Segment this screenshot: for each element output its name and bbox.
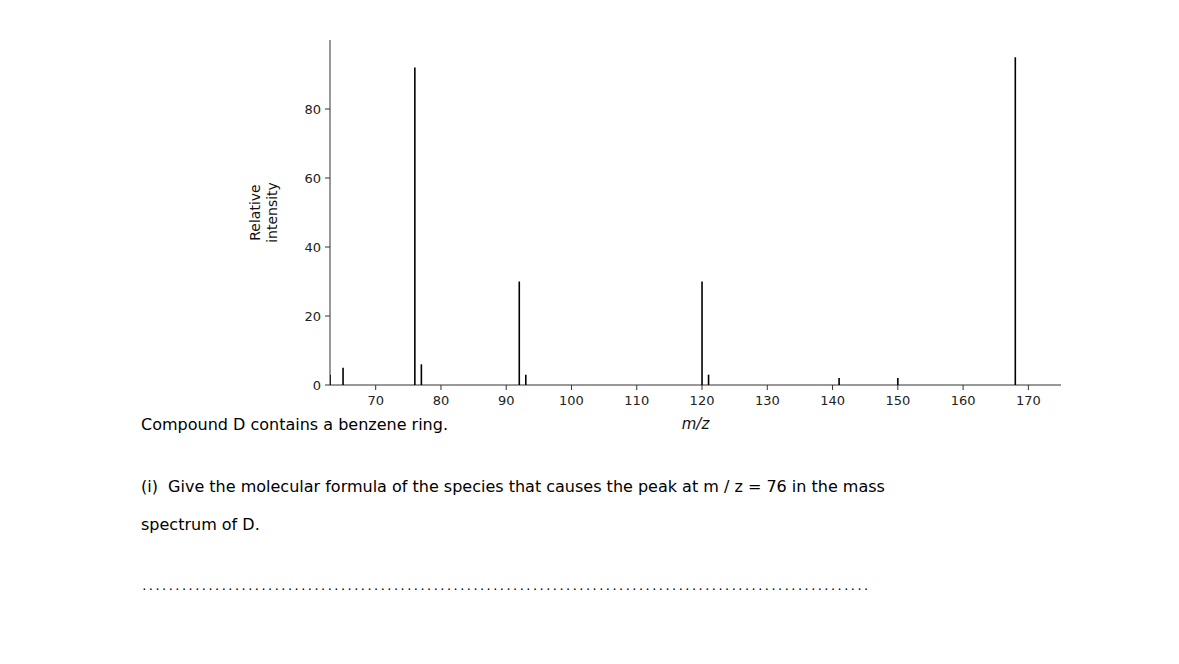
y-tick [325, 178, 330, 179]
peaks [330, 57, 1015, 385]
y-tick-label: 0 [313, 378, 321, 393]
y-tick [325, 247, 330, 248]
peak [421, 364, 423, 385]
x-tick-label: 150 [885, 393, 910, 408]
y-tick-label: 80 [304, 102, 321, 117]
x-tick-label: 80 [433, 393, 450, 408]
peak [525, 375, 527, 385]
y-axis-line [330, 40, 331, 385]
x-tick [767, 385, 768, 390]
y-tick-label: 20 [304, 309, 321, 324]
peak [838, 378, 840, 385]
x-axis-label: m/z [682, 415, 711, 433]
y-tick [325, 316, 330, 317]
x-tick-label: 90 [498, 393, 515, 408]
annotation: spectrum of D. [141, 515, 260, 534]
peak [414, 68, 416, 385]
peak [708, 375, 710, 385]
x-tick-label: 170 [1016, 393, 1041, 408]
y-tick-label: 60 [304, 171, 321, 186]
page: {"chart_data": {"type": "stem", "x": [63… [0, 0, 1179, 664]
x-tick [832, 385, 833, 390]
x-tick-label: 100 [559, 393, 584, 408]
x-tick-label: 120 [690, 393, 715, 408]
y-axis-label: Relativeintensity [247, 182, 280, 243]
peak [342, 368, 344, 385]
annotation: (i) Give the molecular formula of the sp… [141, 477, 885, 496]
x-axis-line [330, 385, 1061, 386]
peak [1015, 57, 1017, 385]
x-tick [506, 385, 507, 390]
peak [897, 378, 899, 385]
y-axis-label-line: intensity [264, 182, 280, 243]
y-axis-label-line: Relative [247, 184, 263, 240]
x-tick [636, 385, 637, 390]
x-tick [897, 385, 898, 390]
peak [518, 282, 520, 386]
peak [330, 375, 331, 385]
x-tick [702, 385, 703, 390]
annotation: Compound D contains a benzene ring. [141, 415, 448, 434]
chart-container: 70 80 90 100 110 120 130 140 150 160 170 0 20 40 60 80 m… [0, 0, 1179, 664]
y-tick [325, 385, 330, 386]
x-tick [375, 385, 376, 390]
x-tick-label: 160 [951, 393, 976, 408]
peak [701, 282, 703, 386]
y-tick-label: 40 [304, 240, 321, 255]
x-tick [571, 385, 572, 390]
annotation: ........................................… [141, 580, 869, 593]
y-tick [325, 109, 330, 110]
x-tick-label: 140 [820, 393, 845, 408]
x-tick [963, 385, 964, 390]
x-tick [1028, 385, 1029, 390]
x-tick-label: 110 [624, 393, 649, 408]
chart-svg: 70 80 90 100 110 120 130 140 150 160 170 0 20 40 60 80 m… [0, 0, 1179, 664]
x-tick-label: 70 [367, 393, 384, 408]
x-tick-label: 130 [755, 393, 780, 408]
x-tick [440, 385, 441, 390]
